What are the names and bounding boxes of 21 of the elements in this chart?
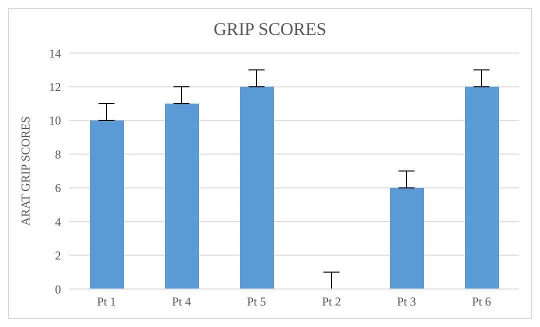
x-tick-label: Pt 6 bbox=[472, 294, 492, 309]
y-tick-label: 12 bbox=[49, 80, 61, 94]
y-tick-label: 14 bbox=[49, 46, 61, 60]
y-tick-label: 6 bbox=[55, 181, 61, 196]
x-tick-label: Pt 4 bbox=[172, 294, 192, 309]
y-tick-label: 2 bbox=[55, 248, 61, 263]
y-tick-label: 0 bbox=[55, 282, 61, 296]
x-tick-label: Pt 3 bbox=[396, 294, 416, 309]
bar bbox=[240, 86, 274, 289]
bar bbox=[90, 120, 124, 289]
y-tick-label: 10 bbox=[49, 114, 61, 128]
bar bbox=[390, 188, 424, 289]
bar bbox=[165, 104, 199, 289]
chart-title: GRIP SCORES bbox=[212, 19, 328, 41]
bar bbox=[465, 86, 499, 289]
y-tick-label: 4 bbox=[55, 214, 61, 229]
x-tick-label: Pt 2 bbox=[322, 294, 342, 309]
x-tick-label: Pt 5 bbox=[246, 294, 266, 309]
y-axis-title: ARAT GRIP SCORES bbox=[18, 116, 32, 226]
x-tick-label: Pt 1 bbox=[96, 294, 116, 309]
y-tick-label: 8 bbox=[55, 147, 61, 162]
